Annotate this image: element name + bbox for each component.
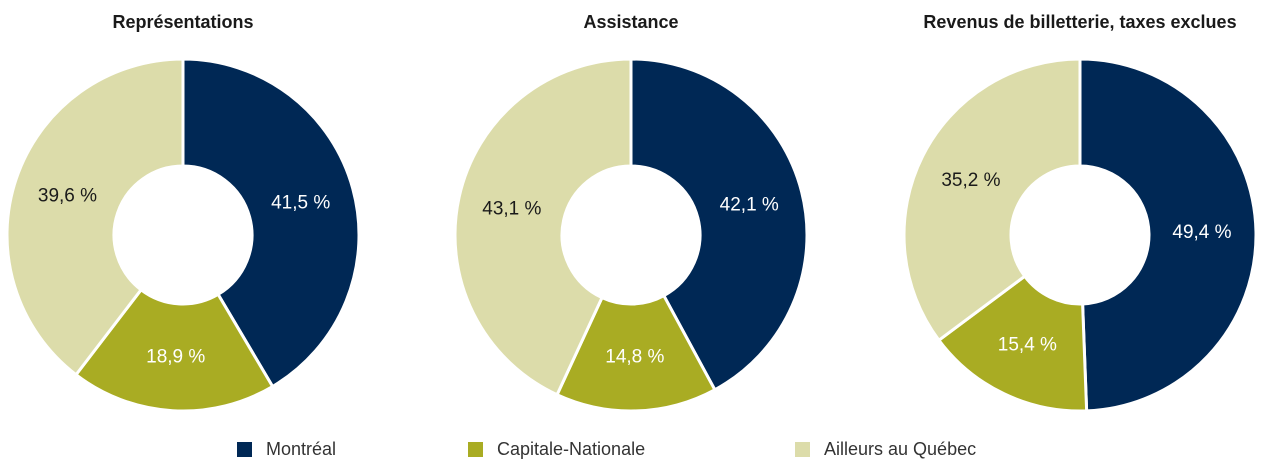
slice-montreal bbox=[1078, 57, 1258, 413]
legend-label: Ailleurs au Québec bbox=[824, 438, 977, 459]
legend-label: Montréal bbox=[266, 438, 337, 459]
legend-item-capitale-nationale: Capitale-Nationale bbox=[468, 436, 645, 462]
label-montreal: 42,1 % bbox=[720, 195, 779, 216]
slice-capitale-nationale bbox=[937, 274, 1089, 413]
chart-title: Assistance bbox=[583, 12, 679, 32]
donut-chart-revenus: 49,4 % 15,4 % 35,2 % bbox=[902, 57, 1258, 413]
chart-assistance: Assistance 42,1 % 14,8 % 43,1 % bbox=[431, 0, 831, 420]
slice-capitale-nationale bbox=[555, 294, 717, 413]
chart-representations: Représentations 41,5 % 18,9 % 39,6 % bbox=[0, 0, 383, 420]
label-capitale-nationale: 14,8 % bbox=[605, 346, 664, 367]
label-ailleurs-au-quebec: 35,2 % bbox=[941, 170, 1000, 191]
slice-montreal bbox=[181, 57, 361, 388]
donut-chart-representations: 41,5 % 18,9 % 39,6 % bbox=[5, 57, 361, 413]
legend-item-ailleurs-au-quebec: Ailleurs au Québec bbox=[795, 436, 976, 462]
label-montreal: 49,4 % bbox=[1172, 222, 1231, 243]
legend-swatch bbox=[468, 441, 483, 457]
slice-ailleurs-au-quebec bbox=[902, 57, 1082, 342]
label-ailleurs-au-quebec: 43,1 % bbox=[482, 198, 541, 219]
legend-swatch bbox=[237, 441, 252, 457]
slice-ailleurs-au-quebec bbox=[453, 57, 633, 397]
slice-montreal bbox=[629, 57, 809, 392]
slice-ailleurs-au-quebec bbox=[5, 57, 185, 377]
chart-title: Revenus de billetterie, taxes exclues bbox=[923, 12, 1237, 32]
label-ailleurs-au-quebec: 39,6 % bbox=[38, 185, 97, 206]
legend: Montréal Capitale-Nationale Ailleurs au … bbox=[0, 436, 1287, 462]
chart-title: Représentations bbox=[112, 12, 254, 32]
donut-chart-assistance: 42,1 % 14,8 % 43,1 % bbox=[453, 57, 809, 413]
label-capitale-nationale: 18,9 % bbox=[146, 346, 205, 367]
label-capitale-nationale: 15,4 % bbox=[998, 335, 1057, 356]
chart-revenus-billetterie: Revenus de billetterie, taxes exclues 49… bbox=[880, 0, 1280, 420]
legend-item-montreal: Montréal bbox=[237, 436, 336, 462]
legend-label: Capitale-Nationale bbox=[497, 438, 646, 459]
legend-swatch bbox=[795, 441, 810, 457]
slice-capitale-nationale bbox=[74, 288, 275, 413]
label-montreal: 41,5 % bbox=[271, 192, 330, 213]
